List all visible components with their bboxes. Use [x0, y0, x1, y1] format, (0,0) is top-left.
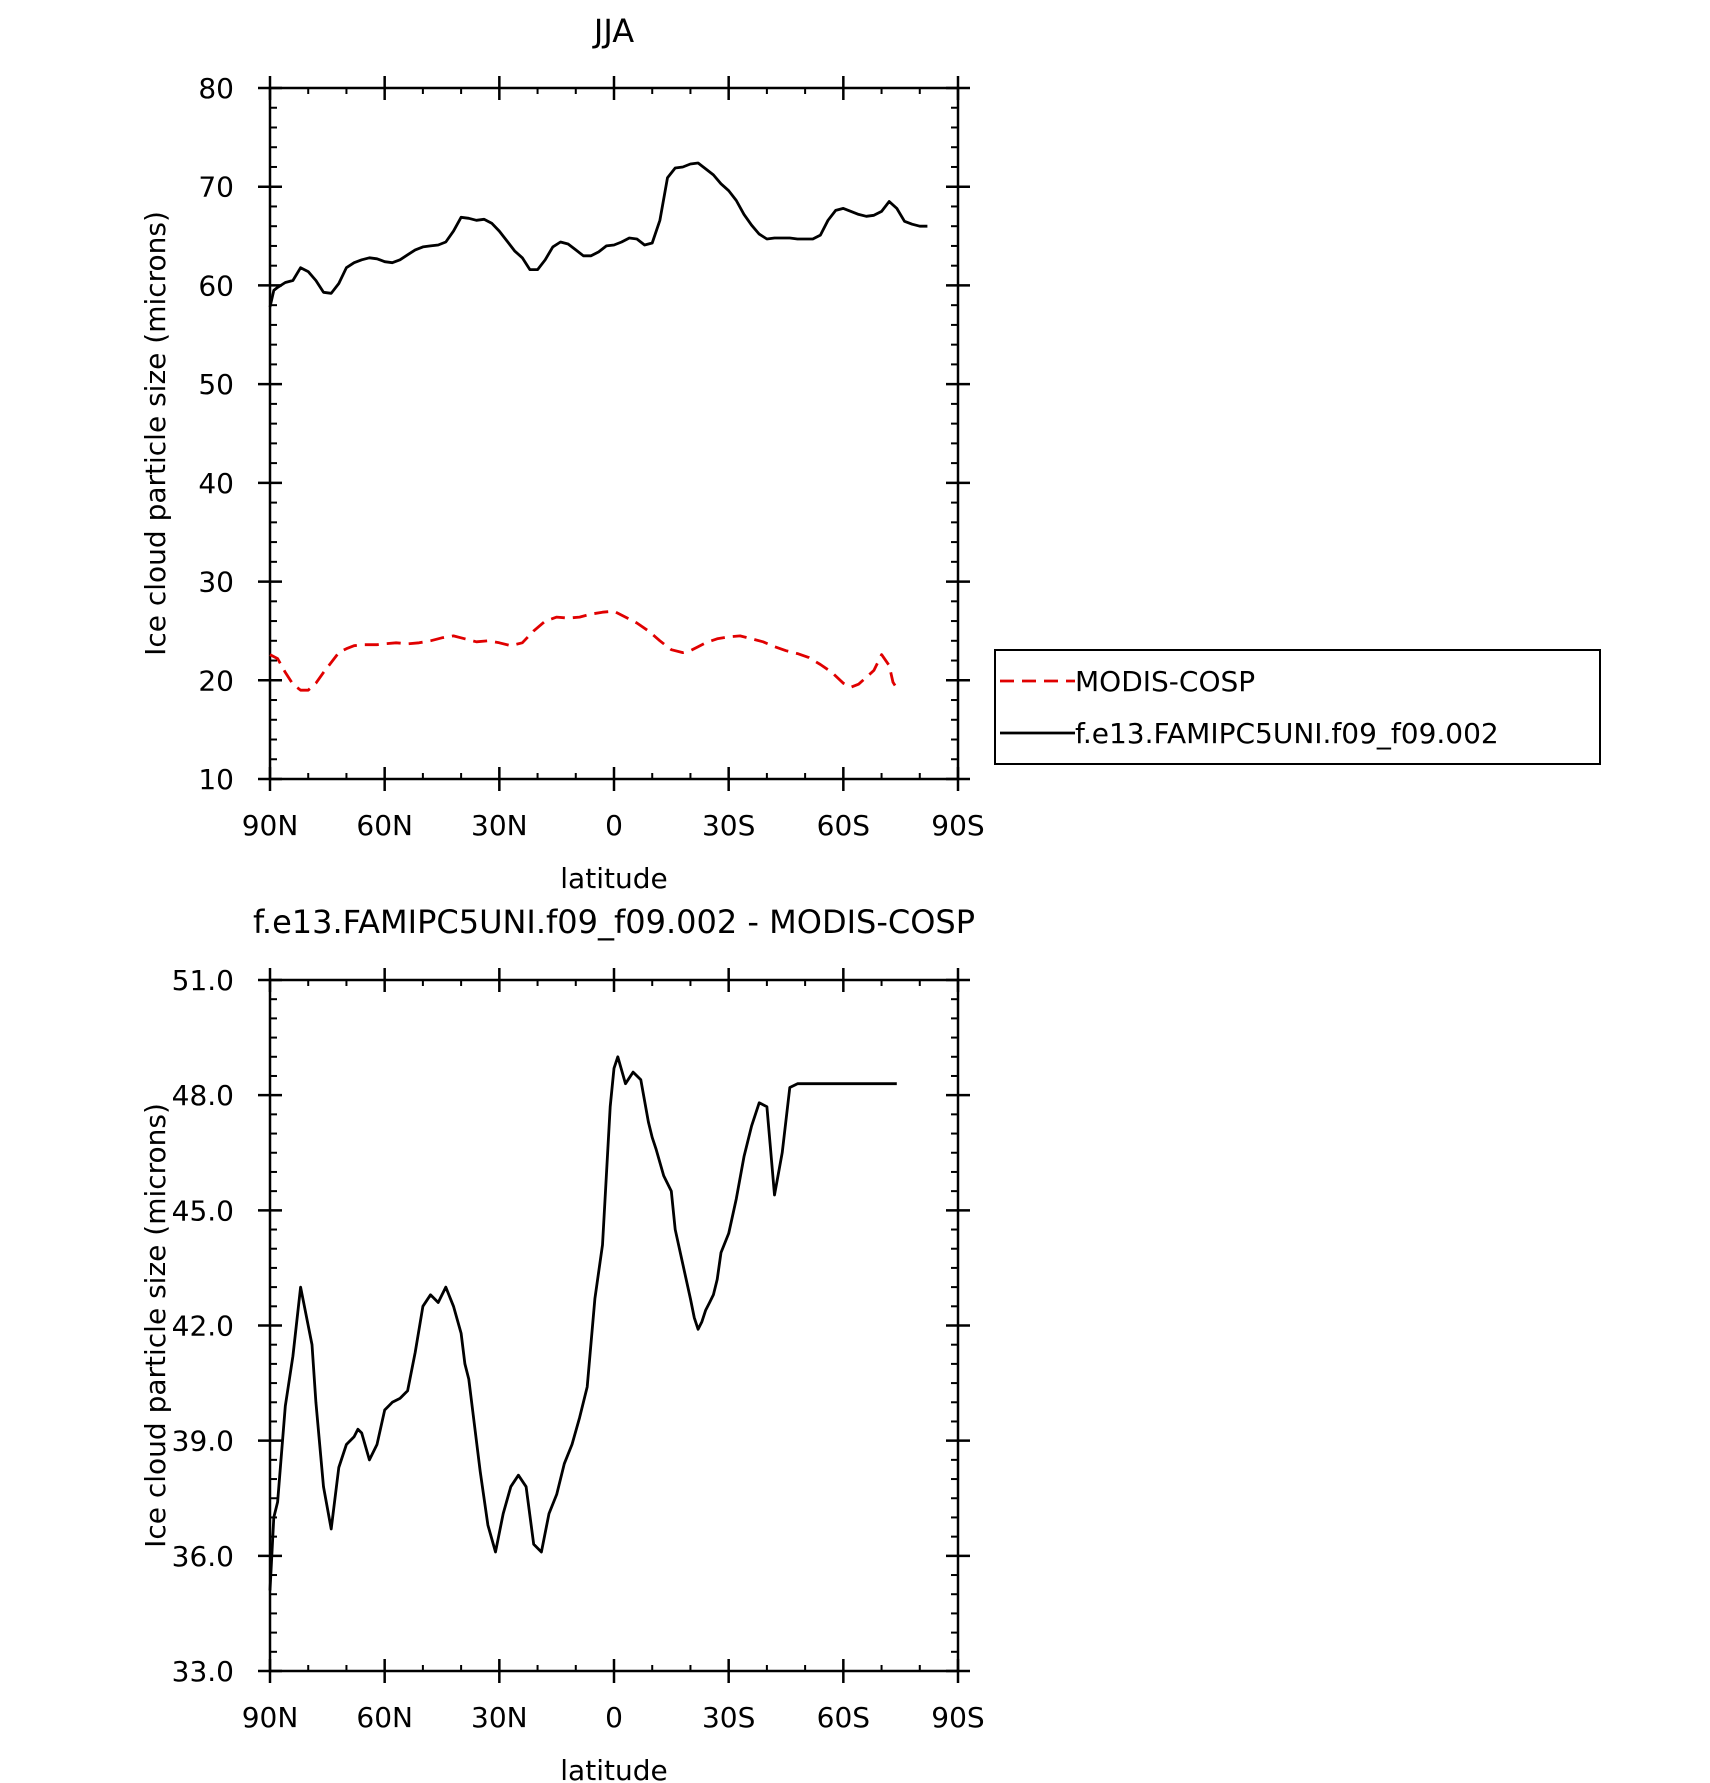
x-tick-label: 90N [242, 1701, 299, 1734]
y-tick-label: 40 [198, 467, 234, 500]
legend-label-2: f.e13.FAMIPC5UNI.f09_f09.002 [1075, 717, 1499, 750]
x-tick-label: 60N [356, 1701, 413, 1734]
y-tick-label: 42.0 [172, 1310, 234, 1343]
y-axis-label: Ice cloud particle size (microns) [139, 211, 172, 656]
x-tick-label: 90S [931, 1701, 984, 1734]
bottom-chart-panel: 90N 60N 30N 0 30S 60S 90S 33.0 36.0 39.0 42.0 45.0 4… [139, 903, 985, 1783]
x-tick-label: 60N [356, 809, 413, 842]
y-tick-label: 51.0 [172, 964, 234, 997]
y-tick-label: 48.0 [172, 1079, 234, 1112]
x-tick-label: 60S [817, 1701, 870, 1734]
x-tick-label: 30N [471, 809, 528, 842]
legend-label-1: MODIS-COSP [1075, 665, 1255, 698]
y-tick-label: 33.0 [172, 1655, 234, 1688]
x-tick-label: 0 [605, 1701, 623, 1734]
y-tick-label: 10 [198, 763, 234, 796]
y-tick-label: 20 [198, 664, 234, 697]
chart-title: f.e13.FAMIPC5UNI.f09_f09.002 - MODIS-COS… [253, 903, 975, 941]
series-line-1 [269, 609, 898, 692]
y-tick-label: 45.0 [172, 1194, 234, 1227]
x-tick-label: 30N [471, 1701, 528, 1734]
y-axis-label: Ice cloud particle size (microns) [139, 1103, 172, 1548]
top-chart-panel: 90N 60N 30N 0 30S 60S 90S 10 20 30 40 50 60 70 80 JJA la… [139, 12, 1601, 895]
series-line-1 [268, 1055, 897, 1591]
x-tick-label: 90S [931, 809, 984, 842]
x-tick-label: 0 [605, 809, 623, 842]
x-tick-label: 30S [702, 1701, 755, 1734]
x-axis-label: latitude [560, 862, 667, 895]
y-tick-label: 50 [198, 368, 234, 401]
x-tick-label: 60S [817, 809, 870, 842]
x-tick-label: 30S [702, 809, 755, 842]
y-tick-label: 30 [198, 566, 234, 599]
x-tick-label: 90N [242, 809, 299, 842]
y-tick-label: 80 [198, 72, 234, 105]
chart-title: JJA [592, 12, 634, 50]
series-line-2 [268, 161, 928, 308]
plot-frame [268, 86, 960, 781]
y-tick-label: 60 [198, 269, 234, 302]
y-tick-label: 39.0 [172, 1425, 234, 1458]
legend-box [994, 649, 1601, 765]
x-axis-label: latitude [560, 1754, 667, 1783]
y-tick-label: 70 [198, 171, 234, 204]
y-tick-label: 36.0 [172, 1540, 234, 1573]
